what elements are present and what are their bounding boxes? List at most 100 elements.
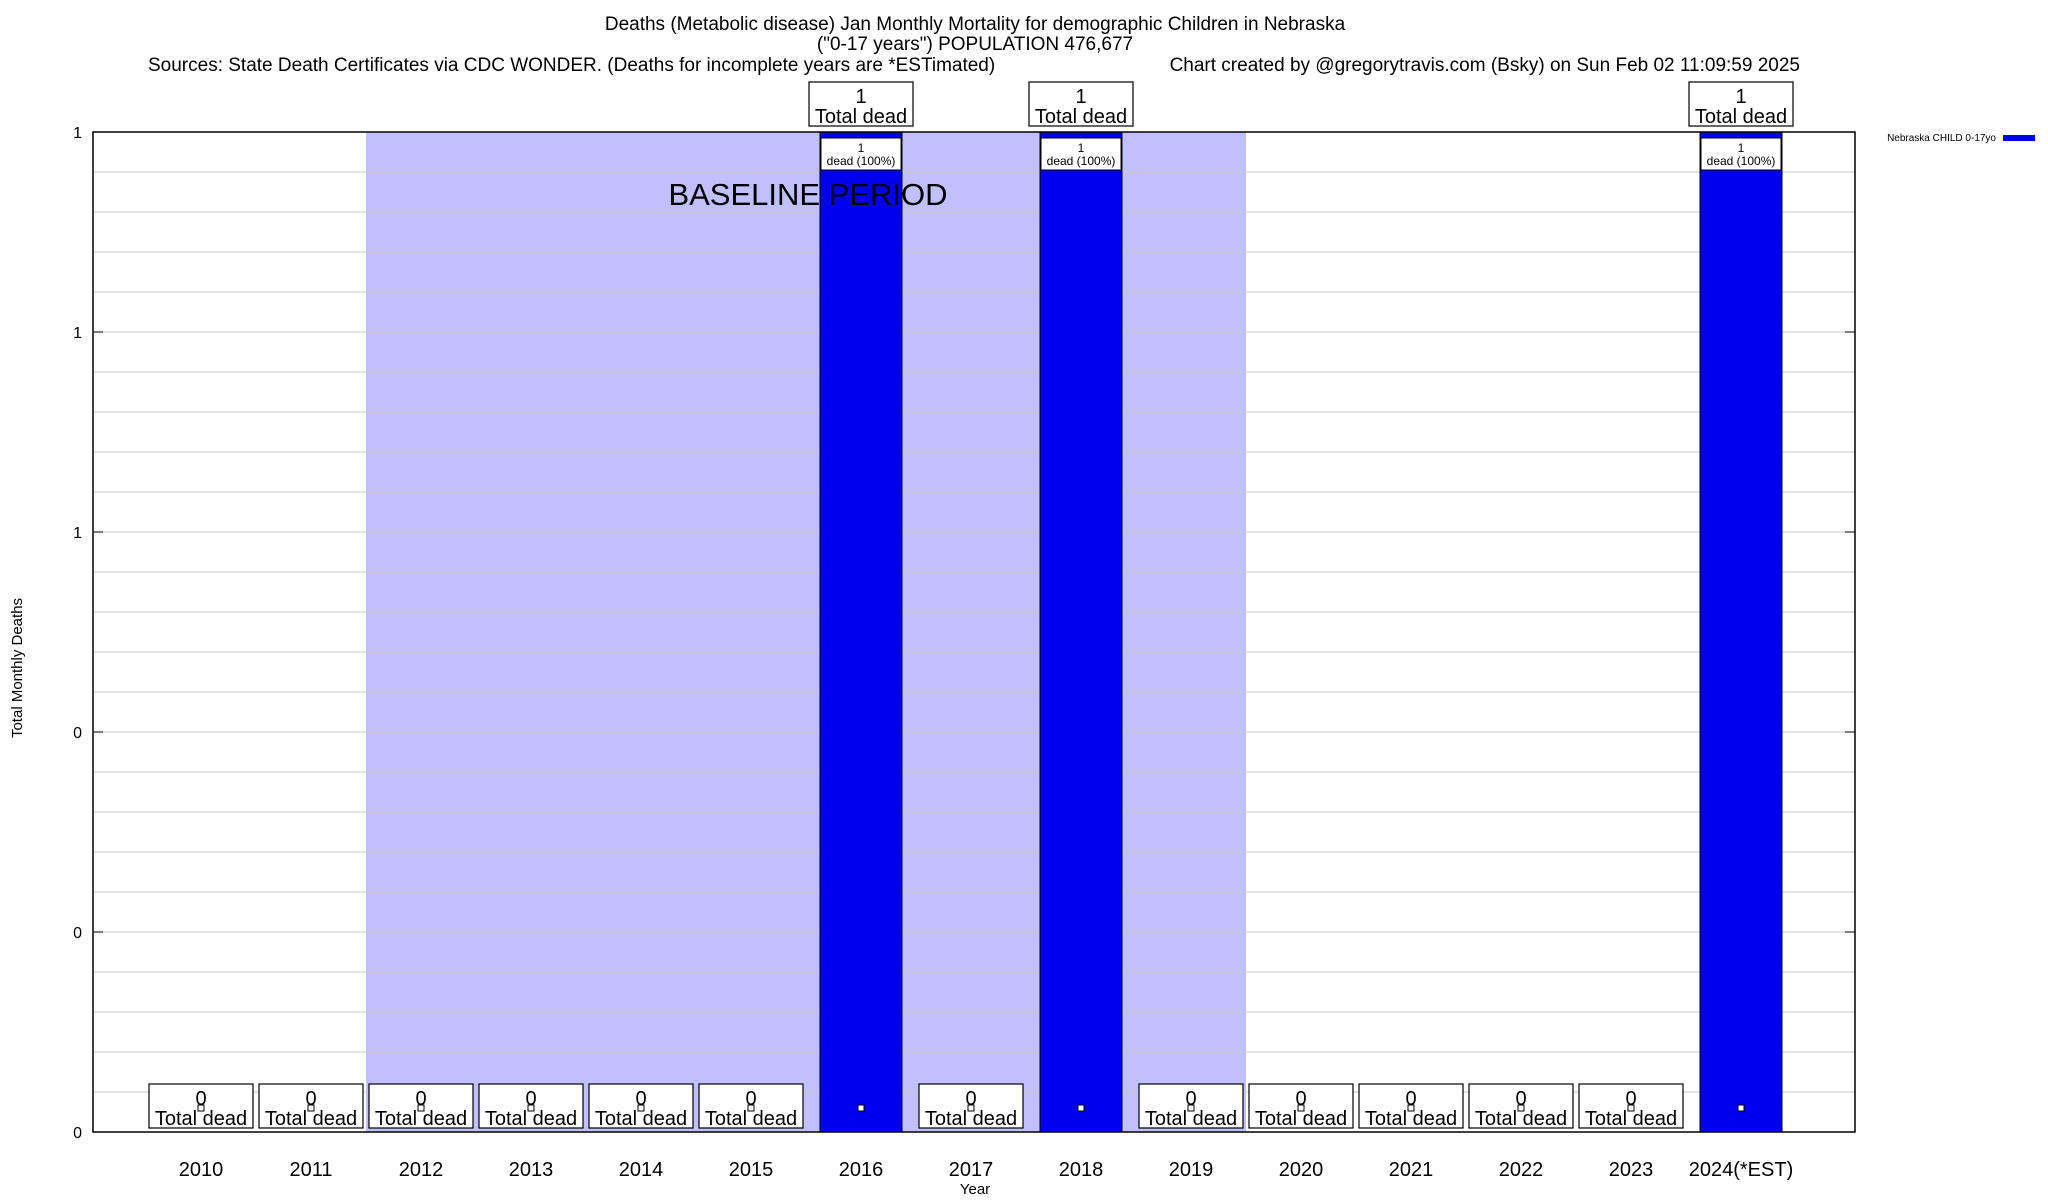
total-value: 0	[305, 1088, 316, 1110]
legend-label: Nebraska CHILD 0-17yo	[1887, 133, 1996, 144]
y-tick-label: 0	[73, 925, 82, 942]
x-axis-label: Year	[960, 1181, 990, 1198]
x-tick-label: 2013	[509, 1159, 554, 1181]
inner-label-box	[1700, 137, 1782, 171]
axes-layer: 0 0 0 1 1 1 2010 2011 2012 2013 2014 2015 2016 2017 20…	[73, 125, 1855, 1181]
zero-marker	[1187, 1104, 1195, 1112]
inner-text: dead (100%)	[827, 154, 896, 168]
zero-marker	[307, 1104, 315, 1112]
total-text: Total dead	[1145, 1108, 1237, 1130]
x-tick-label: 2017	[949, 1159, 994, 1181]
chart-credit: Chart created by @gregorytravis.com (Bsk…	[1170, 55, 1800, 76]
zero-marker	[1627, 1104, 1635, 1112]
total-value: 0	[525, 1088, 536, 1110]
x-tick-label: 2014	[619, 1159, 664, 1181]
y-tick-label: 1	[73, 525, 82, 542]
x-tick-label: 2011	[289, 1159, 332, 1181]
zero-marker	[967, 1104, 975, 1112]
total-text: Total dead	[1695, 106, 1787, 128]
bar-2018	[1039, 131, 1123, 1133]
total-label-box	[1028, 81, 1134, 127]
x-tick-label: 2022	[1499, 1159, 1544, 1181]
zero-marker	[417, 1104, 425, 1112]
y-tick-label: 0	[73, 1125, 82, 1142]
legend-swatch	[2003, 135, 2035, 141]
total-value: 0	[1625, 1088, 1636, 1110]
y-tick-label: 1	[73, 125, 82, 142]
inner-value: 1	[858, 141, 865, 155]
zero-marker	[1517, 1104, 1525, 1112]
zero-marker	[197, 1104, 205, 1112]
total-value: 0	[1405, 1088, 1416, 1110]
total-value: 0	[745, 1088, 756, 1110]
total-label-box	[1688, 81, 1794, 127]
total-value: 0	[1295, 1088, 1306, 1110]
zero-marker	[857, 1104, 865, 1112]
zero-marker	[1737, 1104, 1745, 1112]
chart-title-line-1: Deaths (Metabolic disease) Jan Monthly M…	[605, 14, 1346, 35]
total-value: 1	[855, 86, 866, 108]
total-text: Total dead	[815, 106, 907, 128]
total-label-box	[808, 81, 914, 127]
inner-label-box	[820, 137, 902, 171]
y-tick-label: 1	[73, 325, 82, 342]
y-axis-label: Total Monthly Deaths	[9, 598, 26, 738]
zero-marker	[1407, 1104, 1415, 1112]
total-text: Total dead	[485, 1108, 577, 1130]
x-tick-label: 2023	[1609, 1159, 1654, 1181]
total-value: 0	[1185, 1088, 1196, 1110]
bar-2016	[819, 131, 903, 1133]
inner-value: 1	[1738, 141, 1745, 155]
bar-2024(*EST)	[1699, 131, 1783, 1133]
total-value: 0	[415, 1088, 426, 1110]
total-text: Total dead	[1585, 1108, 1677, 1130]
chart-title-line-2: ("0-17 years") POPULATION 476,677	[817, 34, 1133, 55]
inner-value: 1	[1078, 141, 1085, 155]
x-tick-label: 2018	[1059, 1159, 1104, 1181]
total-value: 0	[195, 1088, 206, 1110]
total-value: 0	[635, 1088, 646, 1110]
zero-marker	[747, 1104, 755, 1112]
zero-marker	[1297, 1104, 1305, 1112]
x-tick-label: 2015	[729, 1159, 774, 1181]
grid-layer	[93, 171, 1855, 1093]
legend: Nebraska CHILD 0-17yo	[1887, 133, 2035, 144]
inner-text: dead (100%)	[1707, 154, 1776, 168]
x-tick-label: 2012	[399, 1159, 444, 1181]
x-tick-label: 2020	[1279, 1159, 1324, 1181]
x-tick-label: 2024(*EST)	[1689, 1159, 1794, 1181]
total-text: Total dead	[375, 1108, 467, 1130]
y-tick-label: 0	[73, 725, 82, 742]
total-text: Total dead	[1365, 1108, 1457, 1130]
bars-layer	[819, 131, 1783, 1133]
inner-label-box	[1040, 137, 1122, 171]
total-value: 1	[1075, 86, 1086, 108]
total-text: Total dead	[595, 1108, 687, 1130]
total-value: 1	[1735, 86, 1746, 108]
x-tick-label: 2021	[1389, 1159, 1434, 1181]
total-text: Total dead	[1035, 106, 1127, 128]
total-label-box	[1138, 1083, 1244, 1129]
zero-marker	[1077, 1104, 1085, 1112]
zero-marker	[527, 1104, 535, 1112]
total-text: Total dead	[705, 1108, 797, 1130]
total-text: Total dead	[265, 1108, 357, 1130]
x-tick-label: 2016	[839, 1159, 884, 1181]
chart-sources: Sources: State Death Certificates via CD…	[148, 55, 995, 76]
zero-marker	[637, 1104, 645, 1112]
inner-text: dead (100%)	[1047, 154, 1116, 168]
total-value: 0	[965, 1088, 976, 1110]
total-text: Total dead	[155, 1108, 247, 1130]
total-text: Total dead	[925, 1108, 1017, 1130]
x-tick-label: 2010	[179, 1159, 224, 1181]
total-text: Total dead	[1255, 1108, 1347, 1130]
